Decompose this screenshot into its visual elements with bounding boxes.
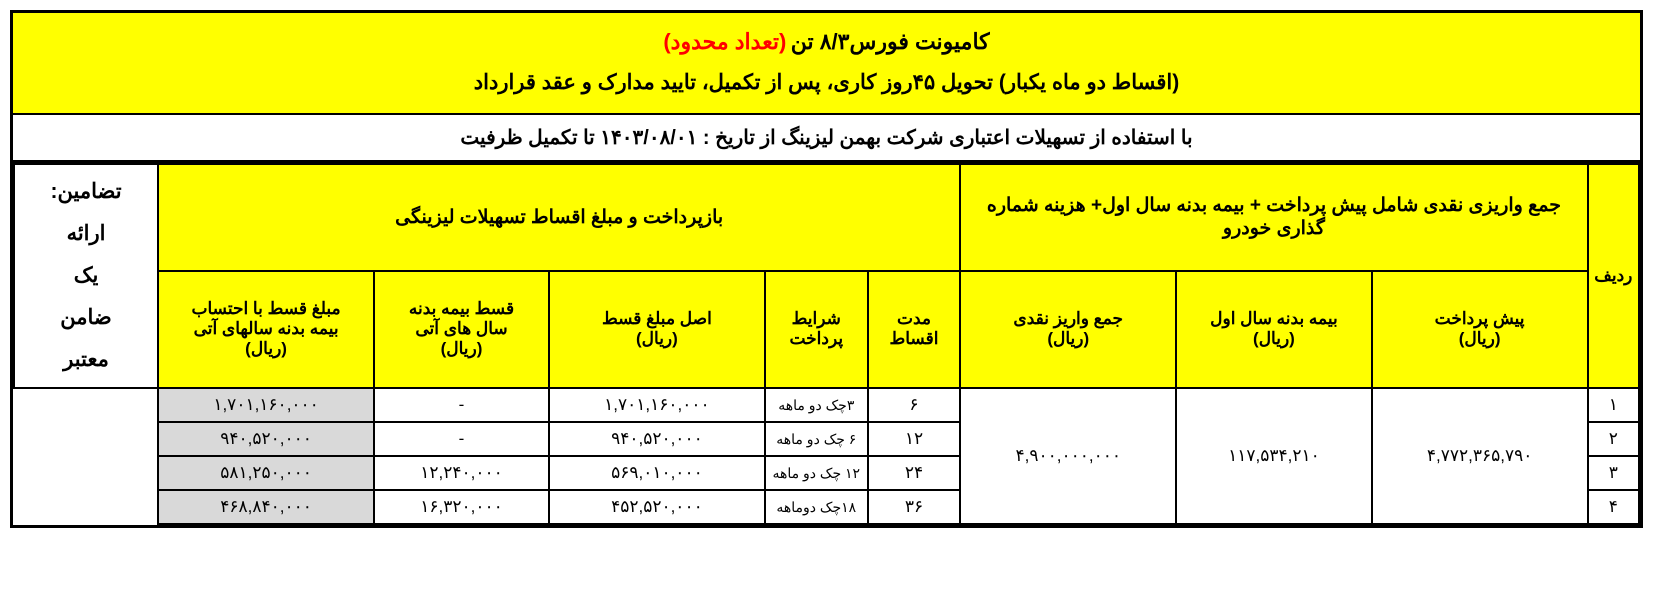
cell-bime1: ۱۱۷,۵۳۴,۲۱۰ bbox=[1176, 388, 1371, 524]
cell-asl: ۹۴۰,۵۲۰,۰۰۰ bbox=[549, 422, 765, 456]
title-main: کامیونت فورس۸/۳ تن bbox=[791, 29, 990, 54]
cell-modat: ۳۶ bbox=[868, 490, 961, 524]
cell-modat: ۲۴ bbox=[868, 456, 961, 490]
col-jam: جمع واریز نقدی(ریال) bbox=[960, 271, 1176, 388]
cell-rowno: ۱ bbox=[1588, 388, 1639, 422]
table-row: ۱ ۴,۷۷۲,۳۶۵,۷۹۰ ۱۱۷,۵۳۴,۲۱۰ ۴,۹۰۰,۰۰۰,۰۰… bbox=[14, 388, 1639, 422]
col-ghest: قسط بیمه بدنهسال های آتی(ریال) bbox=[374, 271, 549, 388]
cell-bime: - bbox=[374, 388, 549, 422]
cell-jam: ۴,۹۰۰,۰۰۰,۰۰۰ bbox=[960, 388, 1176, 524]
cell-modat: ۱۲ bbox=[868, 422, 961, 456]
col-guarantee: تضامین:ارائهیکضامنمعتبر bbox=[14, 164, 158, 388]
cell-total: ۵۸۱,۲۵۰,۰۰۰ bbox=[158, 456, 374, 490]
cell-bime: - bbox=[374, 422, 549, 456]
cell-bime: ۱۶,۳۲۰,۰۰۰ bbox=[374, 490, 549, 524]
cell-asl: ۵۶۹,۰۱۰,۰۰۰ bbox=[549, 456, 765, 490]
cell-pish: ۴,۷۷۲,۳۶۵,۷۹۰ bbox=[1372, 388, 1588, 524]
col-deposit-group: جمع واریزی نقدی شامل پیش پرداخت + بیمه ب… bbox=[960, 164, 1587, 271]
cell-total: ۱,۷۰۱,۱۶۰,۰۰۰ bbox=[158, 388, 374, 422]
col-pish: پیش پرداخت(ریال) bbox=[1372, 271, 1588, 388]
cell-rowno: ۴ bbox=[1588, 490, 1639, 524]
col-sharayet: شرایط پرداخت bbox=[765, 271, 868, 388]
date-bar: با استفاده از تسهیلات اعتباری شرکت بهمن … bbox=[13, 115, 1640, 163]
title-sub: (اقساط دو ماه یکبار) تحویل ۴۵روز کاری، پ… bbox=[17, 63, 1636, 103]
cell-sharayet: ۳چک دو ماهه bbox=[765, 388, 868, 422]
cell-rowno: ۳ bbox=[1588, 456, 1639, 490]
cell-rowno: ۲ bbox=[1588, 422, 1639, 456]
col-modat: مدت اقساط bbox=[868, 271, 961, 388]
cell-asl: ۴۵۲,۵۲۰,۰۰۰ bbox=[549, 490, 765, 524]
cell-modat: ۶ bbox=[868, 388, 961, 422]
title-block: کامیونت فورس۸/۳ تن (تعداد محدود) (اقساط … bbox=[13, 13, 1640, 115]
cell-sharayet: ۱۲ چک دو ماهه bbox=[765, 456, 868, 490]
pricing-sheet: کامیونت فورس۸/۳ تن (تعداد محدود) (اقساط … bbox=[10, 10, 1643, 528]
cell-bime: ۱۲,۲۴۰,۰۰۰ bbox=[374, 456, 549, 490]
title-limited: (تعداد محدود) bbox=[663, 29, 786, 54]
cell-sharayet: ۶ چک دو ماهه bbox=[765, 422, 868, 456]
col-bime1: بیمه بدنه سال اول(ریال) bbox=[1176, 271, 1371, 388]
col-total: مبلغ قسط با احتساببیمه بدنه سالهای آتی(ر… bbox=[158, 271, 374, 388]
pricing-table: ردیف جمع واریزی نقدی شامل پیش پرداخت + ب… bbox=[13, 163, 1640, 525]
col-rowno: ردیف bbox=[1588, 164, 1639, 388]
col-asl: اصل مبلغ قسط(ریال) bbox=[549, 271, 765, 388]
cell-sharayet: ۱۸چک دوماهه bbox=[765, 490, 868, 524]
cell-total: ۹۴۰,۵۲۰,۰۰۰ bbox=[158, 422, 374, 456]
cell-asl: ۱,۷۰۱,۱۶۰,۰۰۰ bbox=[549, 388, 765, 422]
cell-total: ۴۶۸,۸۴۰,۰۰۰ bbox=[158, 490, 374, 524]
col-repay-group: بازپرداخت و مبلغ اقساط تسهیلات لیزینگی bbox=[158, 164, 960, 271]
